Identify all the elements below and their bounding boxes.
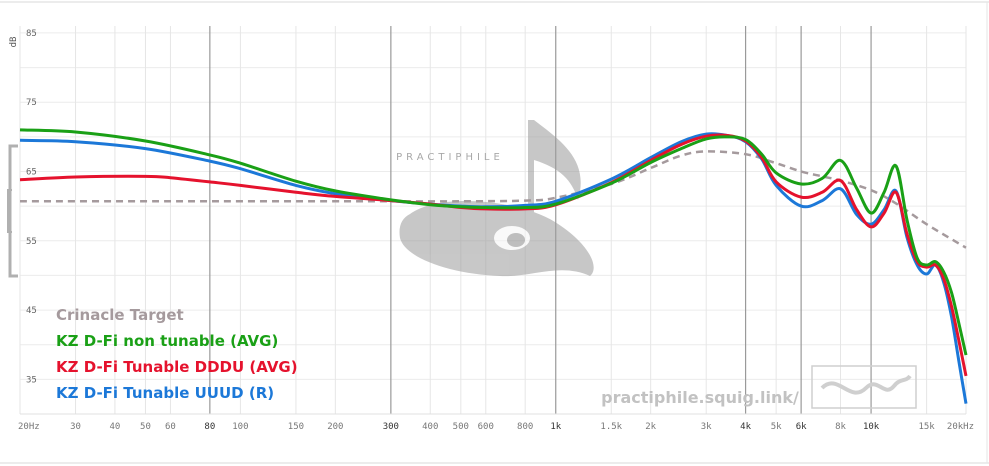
x-tick-label: 200 xyxy=(327,422,343,432)
x-tick-label: 3k xyxy=(701,422,712,432)
x-tick-label: 400 xyxy=(422,422,438,432)
series-line-0 xyxy=(20,150,967,249)
x-tick-label: 10k xyxy=(863,422,880,432)
x-tick-label: 40 xyxy=(110,422,121,432)
watermark-brand-text: PRACTIPHILE xyxy=(396,152,504,163)
series-line-1 xyxy=(19,128,968,356)
x-tick-label: 300 xyxy=(383,422,399,432)
squiglink-logo-icon xyxy=(811,365,917,409)
x-tick-label: 5k xyxy=(771,422,782,432)
x-tick-label: 20kHz xyxy=(947,422,974,432)
x-tick-label: 500 xyxy=(453,422,469,432)
y-tick-label: 45 xyxy=(26,306,37,316)
y-axis-unit-label: dB xyxy=(9,37,19,48)
legend: Crinacle Target KZ D-Fi non tunable (AVG)… xyxy=(56,306,298,402)
y-tick-label: 65 xyxy=(26,168,37,178)
x-tick-label: 20Hz xyxy=(18,422,40,432)
grid: 35 45 55 65 75 85 20Hz 30 40 50 60 80 100 150 200 300 40… xyxy=(18,26,974,432)
x-tick-label: 50 xyxy=(140,422,151,432)
watermark-logo-icon xyxy=(399,120,594,277)
x-tick-label: 1.5k xyxy=(600,422,622,432)
legend-entry-0[interactable]: Crinacle Target xyxy=(56,306,184,324)
x-tick-label: 4k xyxy=(740,422,751,432)
legend-entry-2[interactable]: KZ D-Fi Tunable DDDU (AVG) xyxy=(56,358,298,376)
y-axis-handle[interactable] xyxy=(7,144,18,278)
legend-entry-3[interactable]: KZ D-Fi Tunable UUUD (R) xyxy=(56,384,274,402)
y-tick-label: 75 xyxy=(26,98,37,108)
x-tick-label: 6k xyxy=(796,422,807,432)
curves xyxy=(19,128,968,404)
x-tick-label: 2k xyxy=(645,422,656,432)
watermark-url-text: practiphile.squig.link/ xyxy=(601,388,799,407)
x-tick-label: 800 xyxy=(517,422,533,432)
legend-entry-1[interactable]: KZ D-Fi non tunable (AVG) xyxy=(56,332,278,350)
x-tick-label: 600 xyxy=(478,422,494,432)
x-tick-label: 1k xyxy=(550,422,561,432)
watermark: PRACTIPHILE practiphile.squig.link/ xyxy=(396,120,917,409)
y-tick-label: 35 xyxy=(26,375,37,385)
y-tick-label: 85 xyxy=(26,29,37,39)
y-tick-label: 55 xyxy=(26,237,37,247)
x-tick-label: 60 xyxy=(165,422,176,432)
x-tick-label: 30 xyxy=(70,422,81,432)
x-tick-label: 80 xyxy=(204,422,215,432)
x-tick-label: 15k xyxy=(918,422,935,432)
x-tick-label: 100 xyxy=(232,422,248,432)
x-tick-label: 150 xyxy=(288,422,304,432)
x-tick-label: 8k xyxy=(835,422,846,432)
